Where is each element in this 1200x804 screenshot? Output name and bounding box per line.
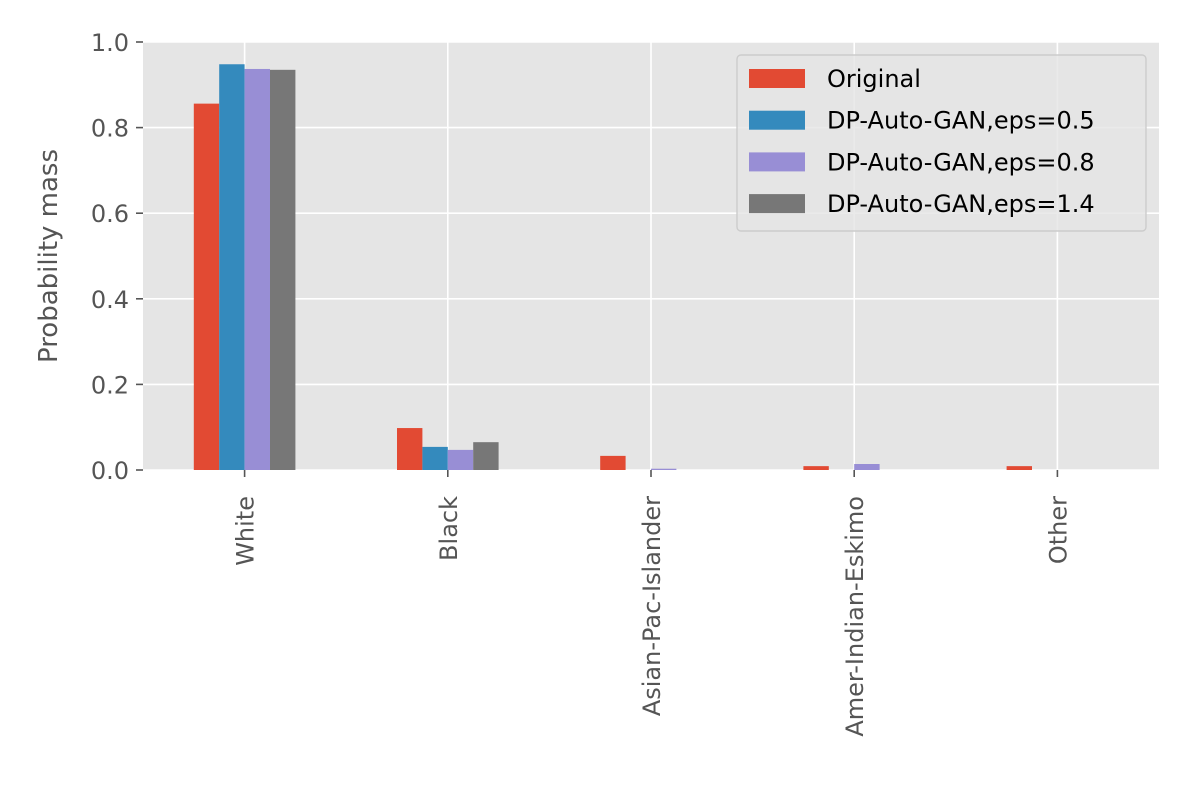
bar: [422, 446, 448, 470]
bar: [193, 103, 220, 470]
bar: [651, 468, 677, 470]
legend-label: DP-Auto-GAN,eps=1.4: [827, 190, 1095, 218]
y-tick-label: 0.4: [91, 286, 129, 314]
y-axis-label: Probability mass: [34, 149, 64, 363]
bar: [244, 68, 270, 471]
bar: [803, 466, 829, 470]
bar: [1006, 466, 1032, 470]
x-tick-label: Other: [1044, 496, 1072, 564]
bar: [473, 442, 499, 470]
bar: [854, 464, 880, 470]
legend-label: Original: [827, 65, 921, 93]
legend-label: DP-Auto-GAN,eps=0.5: [827, 107, 1095, 135]
bar: [600, 455, 626, 470]
legend-swatch: [749, 69, 805, 88]
bar: [447, 449, 474, 470]
legend-swatch: [749, 152, 805, 172]
y-tick-label: 0.0: [91, 457, 129, 485]
legend: Original DP-Auto-GAN,eps=0.5 DP-Auto-GAN,e…: [736, 54, 1147, 232]
bar: [397, 428, 423, 470]
legend-swatch: [749, 110, 805, 130]
bars: [193, 64, 1032, 471]
y-tick-label: 0.6: [91, 200, 129, 228]
x-tick-label: White: [232, 496, 260, 566]
x-axis-ticks: White Black Asian-Pac-Islander Amer-Indian-…: [232, 470, 1072, 737]
x-tick-label: Black: [435, 496, 463, 561]
bar: [270, 69, 296, 470]
grid: [143, 41, 1159, 471]
x-tick-label: Asian-Pac-Islander: [638, 496, 666, 716]
legend-box: [736, 54, 1147, 232]
legend-swatch: [749, 194, 805, 214]
y-tick-label: 1.0: [91, 29, 129, 57]
y-tick-label: 0.8: [91, 115, 129, 143]
y-axis-ticks: 0.0 0.2 0.4 0.6 0.8 1.0: [91, 29, 143, 485]
y-tick-label: 0.2: [91, 371, 129, 399]
bar: [219, 64, 245, 471]
legend-label: DP-Auto-GAN,eps=0.8: [827, 148, 1095, 176]
x-tick-label: Amer-Indian-Eskimo: [841, 496, 869, 737]
